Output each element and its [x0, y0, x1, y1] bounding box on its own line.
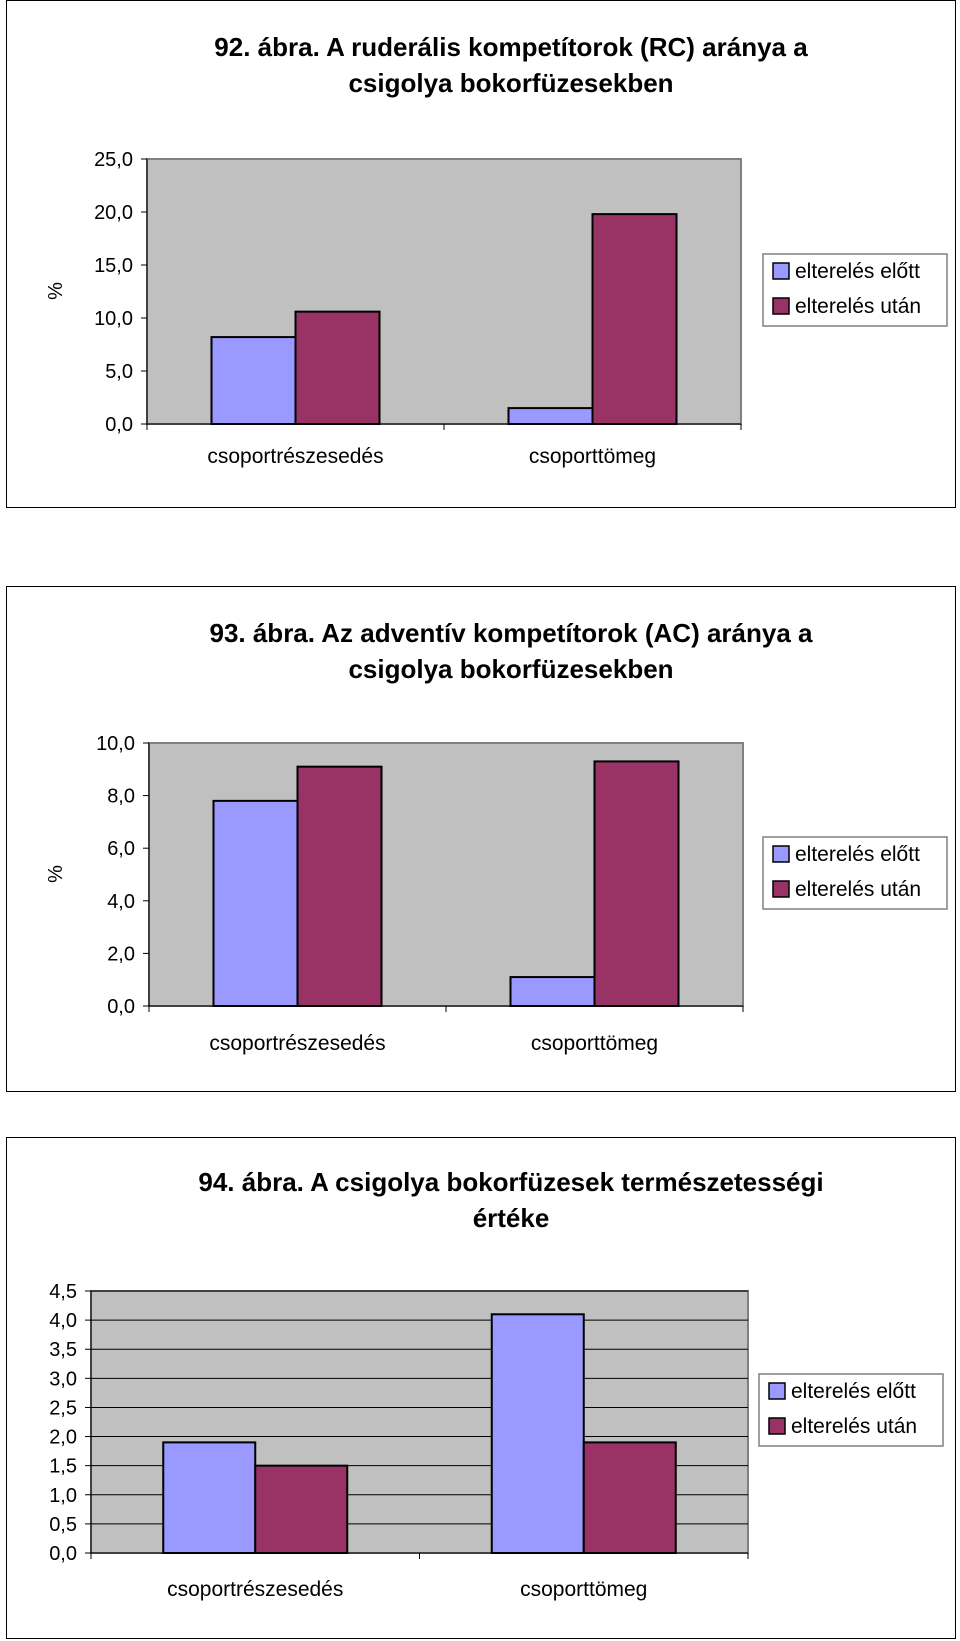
y-tick-label: 15,0 [94, 255, 133, 277]
legend-label: elterelés után [795, 878, 921, 901]
title-line-1: 92. ábra. A ruderális kompetítorok (RC) … [214, 32, 808, 62]
title-line-2: értéke [472, 1203, 550, 1233]
legend-swatch [768, 1382, 786, 1400]
x-category-label: csoporttömeg [529, 445, 656, 468]
bar-before-1 [507, 407, 594, 426]
bar-after-1 [582, 1441, 677, 1554]
legend-label: elterelés után [795, 295, 921, 318]
y-axis-label: % [45, 865, 67, 883]
legend-swatch [772, 845, 790, 863]
legend-swatch [768, 1417, 786, 1435]
bar-after-0 [296, 765, 383, 1007]
bar-after-0 [294, 310, 381, 426]
x-category-label: csoportrészesedés [167, 1578, 343, 1601]
y-tick-label: 25,0 [94, 149, 133, 171]
bar-after-1 [593, 760, 680, 1007]
y-tick-label: 4,5 [49, 1281, 77, 1303]
bar-before-1 [509, 976, 596, 1008]
chart-svg: 0,0 0,5 1,0 1,5 2,0 2,5 3,0 3,5 4,0 4,5 csoportrés… [49, 1281, 944, 1601]
y-tick-label: 2,5 [49, 1397, 77, 1419]
y-tick-label: 10,0 [96, 733, 135, 755]
x-category-label: csoporttömeg [531, 1032, 658, 1055]
y-tick-label: 0,0 [105, 414, 133, 436]
legend-swatch [772, 880, 790, 898]
title-line-2: csigolya bokorfüzesekben [348, 654, 674, 684]
y-tick-label: 10,0 [94, 308, 133, 330]
y-tick-label: 4,0 [49, 1310, 77, 1332]
x-category-label: csoportrészesedés [209, 1032, 385, 1055]
bar-before-0 [210, 336, 297, 425]
y-tick-label: 6,0 [107, 838, 135, 860]
y-tick-label: 0,0 [107, 996, 135, 1018]
bar-after-0 [254, 1464, 349, 1554]
chart-panel-92: 92. ábra. A ruderális kompetítorok (RC) … [6, 0, 956, 508]
chart-title: 93. ábra. Az adventív kompetítorok (AC) … [7, 615, 955, 687]
legend-box [762, 836, 948, 910]
chart-title: 92. ábra. A ruderális kompetítorok (RC) … [7, 29, 955, 101]
chart-panel-94: 94. ábra. A csigolya bokorfüzesek termés… [6, 1137, 956, 1639]
bar-before-0 [162, 1441, 257, 1554]
legend-swatch [772, 262, 790, 280]
legend-label: elterelés után [791, 1415, 917, 1438]
y-tick-label: 0,0 [49, 1543, 77, 1565]
legend-label: elterelés előtt [795, 260, 920, 283]
y-tick-label: 4,0 [107, 891, 135, 913]
y-tick-label: 3,0 [49, 1368, 77, 1390]
y-tick-label: 8,0 [107, 786, 135, 808]
x-category-label: csoportrészesedés [207, 445, 383, 468]
legend-label: elterelés előtt [791, 1380, 916, 1403]
legend-swatch [772, 297, 790, 315]
y-tick-label: 1,0 [49, 1485, 77, 1507]
y-tick-label: 2,0 [107, 943, 135, 965]
chart-svg: 0,0 2,0 4,0 6,0 8,0 10,0% csoportrészesedés cso… [45, 733, 948, 1055]
y-tick-label: 2,0 [49, 1427, 77, 1449]
bar-after-1 [591, 213, 678, 425]
title-line-2: csigolya bokorfüzesekben [348, 68, 674, 98]
chart-title: 94. ábra. A csigolya bokorfüzesek termés… [7, 1164, 955, 1236]
y-axis-label: % [45, 282, 67, 300]
bar-before-1 [490, 1313, 585, 1554]
bar-before-0 [212, 799, 299, 1007]
y-tick-label: 0,5 [49, 1514, 77, 1536]
y-tick-label: 20,0 [94, 202, 133, 224]
x-category-label: csoporttömeg [520, 1578, 647, 1601]
y-tick-label: 5,0 [105, 361, 133, 383]
legend-box [762, 253, 948, 327]
title-line-1: 93. ábra. Az adventív kompetítorok (AC) … [209, 618, 813, 648]
y-tick-label: 3,5 [49, 1339, 77, 1361]
legend-box [758, 1373, 944, 1447]
chart-panel-93: 93. ábra. Az adventív kompetítorok (AC) … [6, 586, 956, 1092]
y-tick-label: 1,5 [49, 1456, 77, 1478]
title-line-1: 94. ábra. A csigolya bokorfüzesek termés… [198, 1167, 824, 1197]
legend-label: elterelés előtt [795, 843, 920, 866]
chart-svg: 0,0 5,0 10,0 15,0 20,0 25,0% csoportrészesedés… [45, 149, 948, 468]
